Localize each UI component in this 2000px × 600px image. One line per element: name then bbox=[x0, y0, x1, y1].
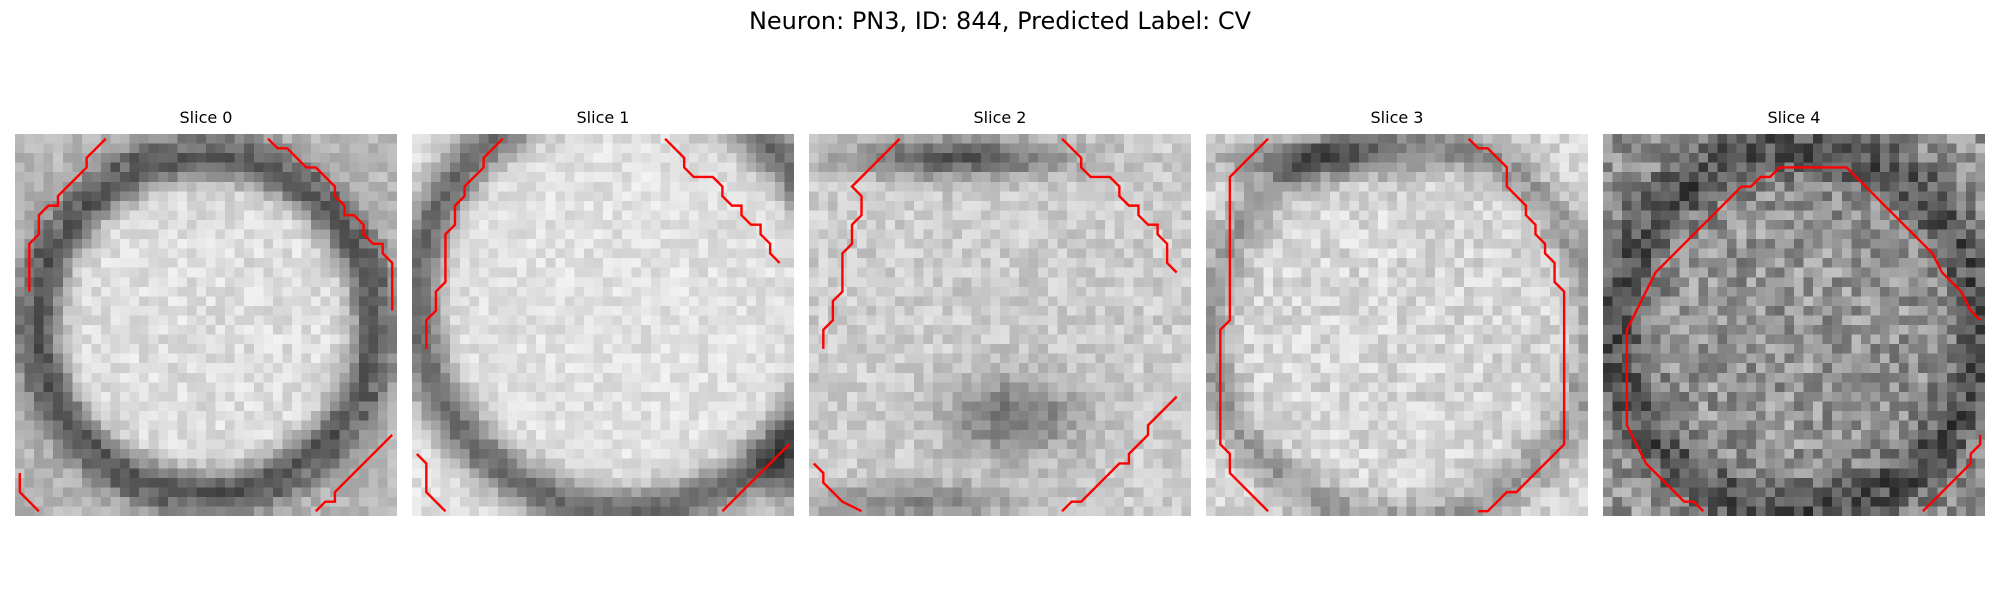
slice-grayscale-canvas bbox=[412, 134, 794, 516]
slice-image bbox=[1603, 134, 1985, 516]
slice-grayscale-canvas bbox=[1603, 134, 1985, 516]
slice-image bbox=[15, 134, 397, 516]
slice-title: Slice 1 bbox=[576, 108, 630, 127]
contour-line bbox=[722, 444, 789, 511]
contour-line bbox=[1220, 139, 1268, 511]
slice-title: Slice 4 bbox=[1767, 108, 1821, 127]
contour-line bbox=[426, 139, 502, 349]
figure-title: Neuron: PN3, ID: 844, Predicted Label: C… bbox=[748, 7, 1252, 35]
contour-overlay bbox=[412, 134, 794, 516]
slice-image bbox=[1206, 134, 1588, 516]
contour-line bbox=[268, 139, 392, 311]
contour-line bbox=[1469, 139, 1565, 511]
contour-line bbox=[823, 139, 899, 349]
contour-line bbox=[665, 139, 780, 263]
contour-line bbox=[1627, 167, 1980, 511]
contour-line bbox=[1923, 435, 1980, 511]
slice-grayscale-canvas bbox=[809, 134, 1191, 516]
contour-line bbox=[316, 435, 392, 511]
slice-title: Slice 0 bbox=[179, 108, 233, 127]
slice-grayscale-canvas bbox=[15, 134, 397, 516]
contour-overlay bbox=[15, 134, 397, 516]
contour-overlay bbox=[809, 134, 1191, 516]
contour-line bbox=[1062, 397, 1177, 512]
slice-panel-2: Slice 2 bbox=[809, 108, 1191, 516]
slice-title: Slice 3 bbox=[1370, 108, 1424, 127]
slice-panel-3: Slice 3 bbox=[1206, 108, 1588, 516]
contour-line bbox=[20, 473, 39, 511]
contour-line bbox=[814, 463, 862, 511]
slice-title: Slice 2 bbox=[973, 108, 1027, 127]
slice-panel-0: Slice 0 bbox=[15, 108, 397, 516]
slice-grayscale-canvas bbox=[1206, 134, 1588, 516]
contour-overlay bbox=[1603, 134, 1985, 516]
slice-panel-1: Slice 1 bbox=[412, 108, 794, 516]
contour-line bbox=[29, 139, 105, 292]
contour-line bbox=[1062, 139, 1177, 273]
contour-line bbox=[417, 454, 446, 511]
slice-panel-4: Slice 4 bbox=[1603, 108, 1985, 516]
contour-overlay bbox=[1206, 134, 1588, 516]
slice-image bbox=[809, 134, 1191, 516]
slice-image bbox=[412, 134, 794, 516]
